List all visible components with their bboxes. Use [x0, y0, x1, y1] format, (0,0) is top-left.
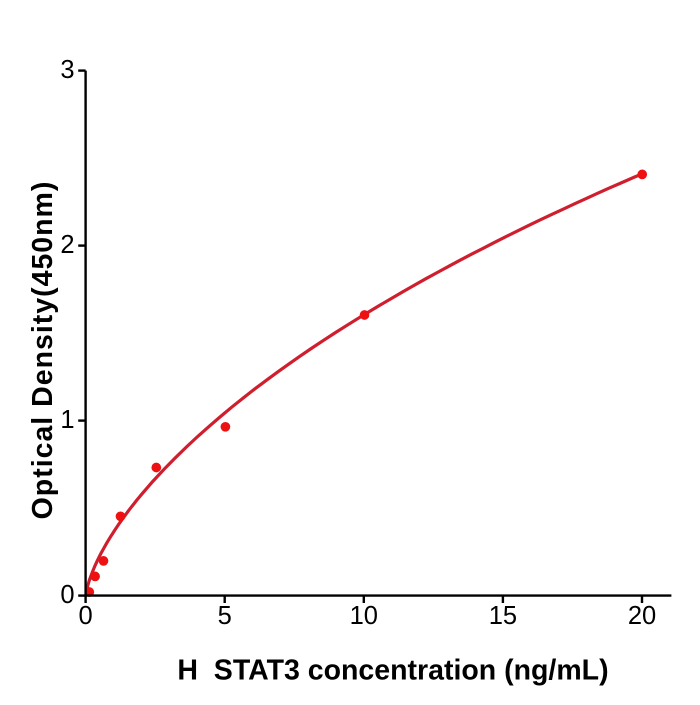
- svg-text:0: 0: [79, 602, 93, 630]
- svg-text:0: 0: [60, 581, 74, 609]
- svg-text:3: 3: [60, 56, 74, 84]
- svg-text:15: 15: [489, 602, 517, 630]
- svg-text:H STAT3 concentration (ng/mL): H STAT3 concentration (ng/mL): [177, 654, 608, 686]
- svg-text:20: 20: [628, 602, 656, 630]
- svg-text:2: 2: [60, 231, 74, 259]
- svg-text:1: 1: [60, 406, 74, 434]
- svg-text:Optical Density(450nm): Optical Density(450nm): [27, 181, 59, 520]
- svg-text:10: 10: [350, 602, 378, 630]
- svg-text:5: 5: [218, 602, 232, 630]
